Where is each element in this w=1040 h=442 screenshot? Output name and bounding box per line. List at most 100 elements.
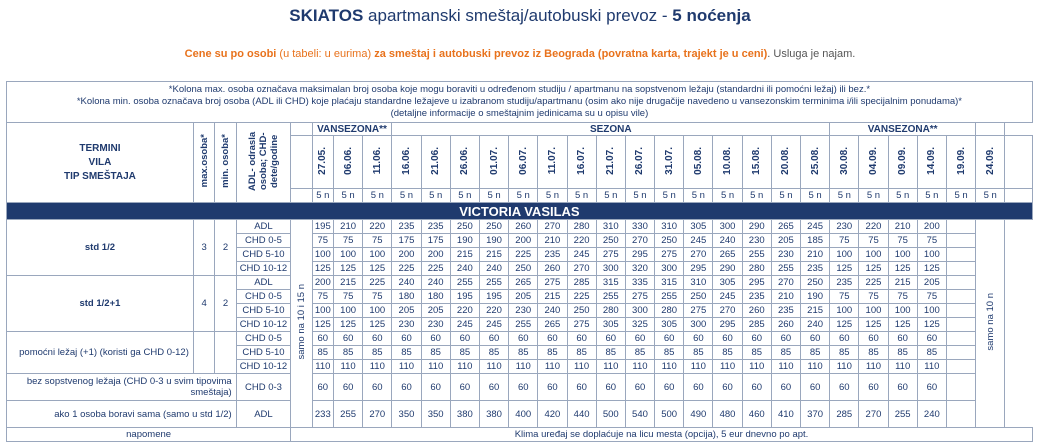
spacer <box>945 261 977 276</box>
price-cell: 410 <box>770 400 802 428</box>
price-cell: 60 <box>478 331 510 346</box>
person-type: ADL <box>235 219 292 234</box>
price-cell: 85 <box>508 345 539 360</box>
date-label: 15.08. <box>751 146 763 175</box>
nights-cell: 5 n <box>800 188 831 203</box>
price-cell: 125 <box>916 261 947 276</box>
date-label: 10.08. <box>722 146 734 175</box>
price-cell: 240 <box>537 303 568 318</box>
date-label: 04.09. <box>867 146 879 175</box>
price-cell: 260 <box>741 303 772 318</box>
price-cell: 110 <box>478 359 510 374</box>
price-cell: 350 <box>420 400 451 428</box>
spacer <box>945 233 977 248</box>
price-cell: 60 <box>887 331 918 346</box>
price-cell: 100 <box>858 247 889 262</box>
price-cell: 75 <box>333 289 364 304</box>
price-cell: 125 <box>887 261 918 276</box>
price-cell: 60 <box>391 373 422 401</box>
spacer <box>945 247 977 262</box>
price-cell: 245 <box>566 247 597 262</box>
nights-cell: 5 n <box>478 188 510 203</box>
price-cell: 210 <box>800 247 831 262</box>
price-cell: 110 <box>391 359 422 374</box>
spacer <box>945 303 977 318</box>
price-cell: 60 <box>333 331 364 346</box>
price-cell: 215 <box>800 303 831 318</box>
price-cell: 110 <box>362 359 393 374</box>
date-label: 16.07. <box>576 146 588 175</box>
price-cell: 235 <box>420 219 451 234</box>
price-cell: 250 <box>478 219 510 234</box>
price-cell: 330 <box>624 219 656 234</box>
date-label: 01.07. <box>488 146 500 175</box>
price-cell: 240 <box>916 400 947 428</box>
price-cell: 250 <box>566 303 597 318</box>
price-cell: 60 <box>916 373 947 401</box>
price-cell: 300 <box>712 219 743 234</box>
price-cell: 250 <box>449 219 480 234</box>
nights-cell: 5 n <box>311 188 335 203</box>
price-cell: 60 <box>537 331 568 346</box>
nights-cell: 5 n <box>683 188 714 203</box>
date-label: 21.07. <box>605 146 617 175</box>
price-cell: 380 <box>478 400 510 428</box>
price-cell: 245 <box>800 219 831 234</box>
notes-cell: *Kolona max. osoba označava maksimalan b… <box>6 81 1033 123</box>
price-cell: 255 <box>449 275 480 290</box>
price-cell: 85 <box>916 345 947 360</box>
group-name: std 1/2 <box>6 219 194 276</box>
price-cell: 60 <box>800 331 831 346</box>
price-cell: 125 <box>858 261 889 276</box>
date-label: 25.08. <box>809 146 821 175</box>
price-table: *Kolona max. osoba označava maksimalan b… <box>5 81 1033 442</box>
price-cell: 400 <box>508 400 539 428</box>
date-cell: 16.07. <box>566 135 597 189</box>
price-cell: 60 <box>712 331 743 346</box>
price-cell: 100 <box>362 247 393 262</box>
date-label: 26.06. <box>459 146 471 175</box>
price-cell: 205 <box>420 303 451 318</box>
person-type: CHD 0-5 <box>235 331 292 346</box>
date-cell: 19.09. <box>945 135 977 189</box>
price-cell: 490 <box>683 400 714 428</box>
price-cell: 125 <box>887 317 918 332</box>
header-adl: ADL- odrasla osoba; CHD- dete/godine <box>235 122 292 203</box>
person-type: CHD 10-12 <box>235 261 292 276</box>
price-cell: 220 <box>858 219 889 234</box>
nights-cell: 5 n <box>712 188 743 203</box>
header-min-text: min. osoba* <box>220 134 231 188</box>
price-cell: 110 <box>829 359 860 374</box>
price-cell: 310 <box>595 219 626 234</box>
price-cell: 295 <box>683 261 714 276</box>
price-cell: 60 <box>624 331 656 346</box>
date-label: 30.08. <box>838 146 850 175</box>
header-termini: TERMINI <box>79 142 121 154</box>
price-cell: 225 <box>566 289 597 304</box>
header-max-text: max.osoba* <box>198 134 210 188</box>
date-cell: 09.09. <box>887 135 918 189</box>
price-cell: 260 <box>770 317 802 332</box>
side-note-right: samo na 10 n <box>975 219 1006 428</box>
price-note: Cene su po osobi (u tabeli: u eurima) za… <box>184 48 856 60</box>
date-cell: 24.09. <box>975 135 1006 189</box>
date-cell: 20.08. <box>770 135 802 189</box>
price-cell: 255 <box>478 275 510 290</box>
price-cell: 215 <box>537 289 568 304</box>
price-cell: 270 <box>362 400 393 428</box>
price-cell: 75 <box>858 233 889 248</box>
person-type: CHD 0-3 <box>235 373 292 401</box>
price-cell: 265 <box>508 275 539 290</box>
date-label: 06.06. <box>342 146 354 175</box>
price-cell: 60 <box>420 331 451 346</box>
price-cell: 275 <box>654 247 685 262</box>
price-cell: 110 <box>595 359 626 374</box>
nights-cell: 5 n <box>449 188 480 203</box>
spacer <box>945 373 977 401</box>
page-title: SKIATOS apartmanski smeštaj/autobuski pr… <box>289 6 751 25</box>
price-cell: 110 <box>420 359 451 374</box>
price-cell: 310 <box>683 275 714 290</box>
price-cell: 300 <box>624 303 656 318</box>
price-cell: 85 <box>311 345 335 360</box>
price-cell: 60 <box>537 373 568 401</box>
